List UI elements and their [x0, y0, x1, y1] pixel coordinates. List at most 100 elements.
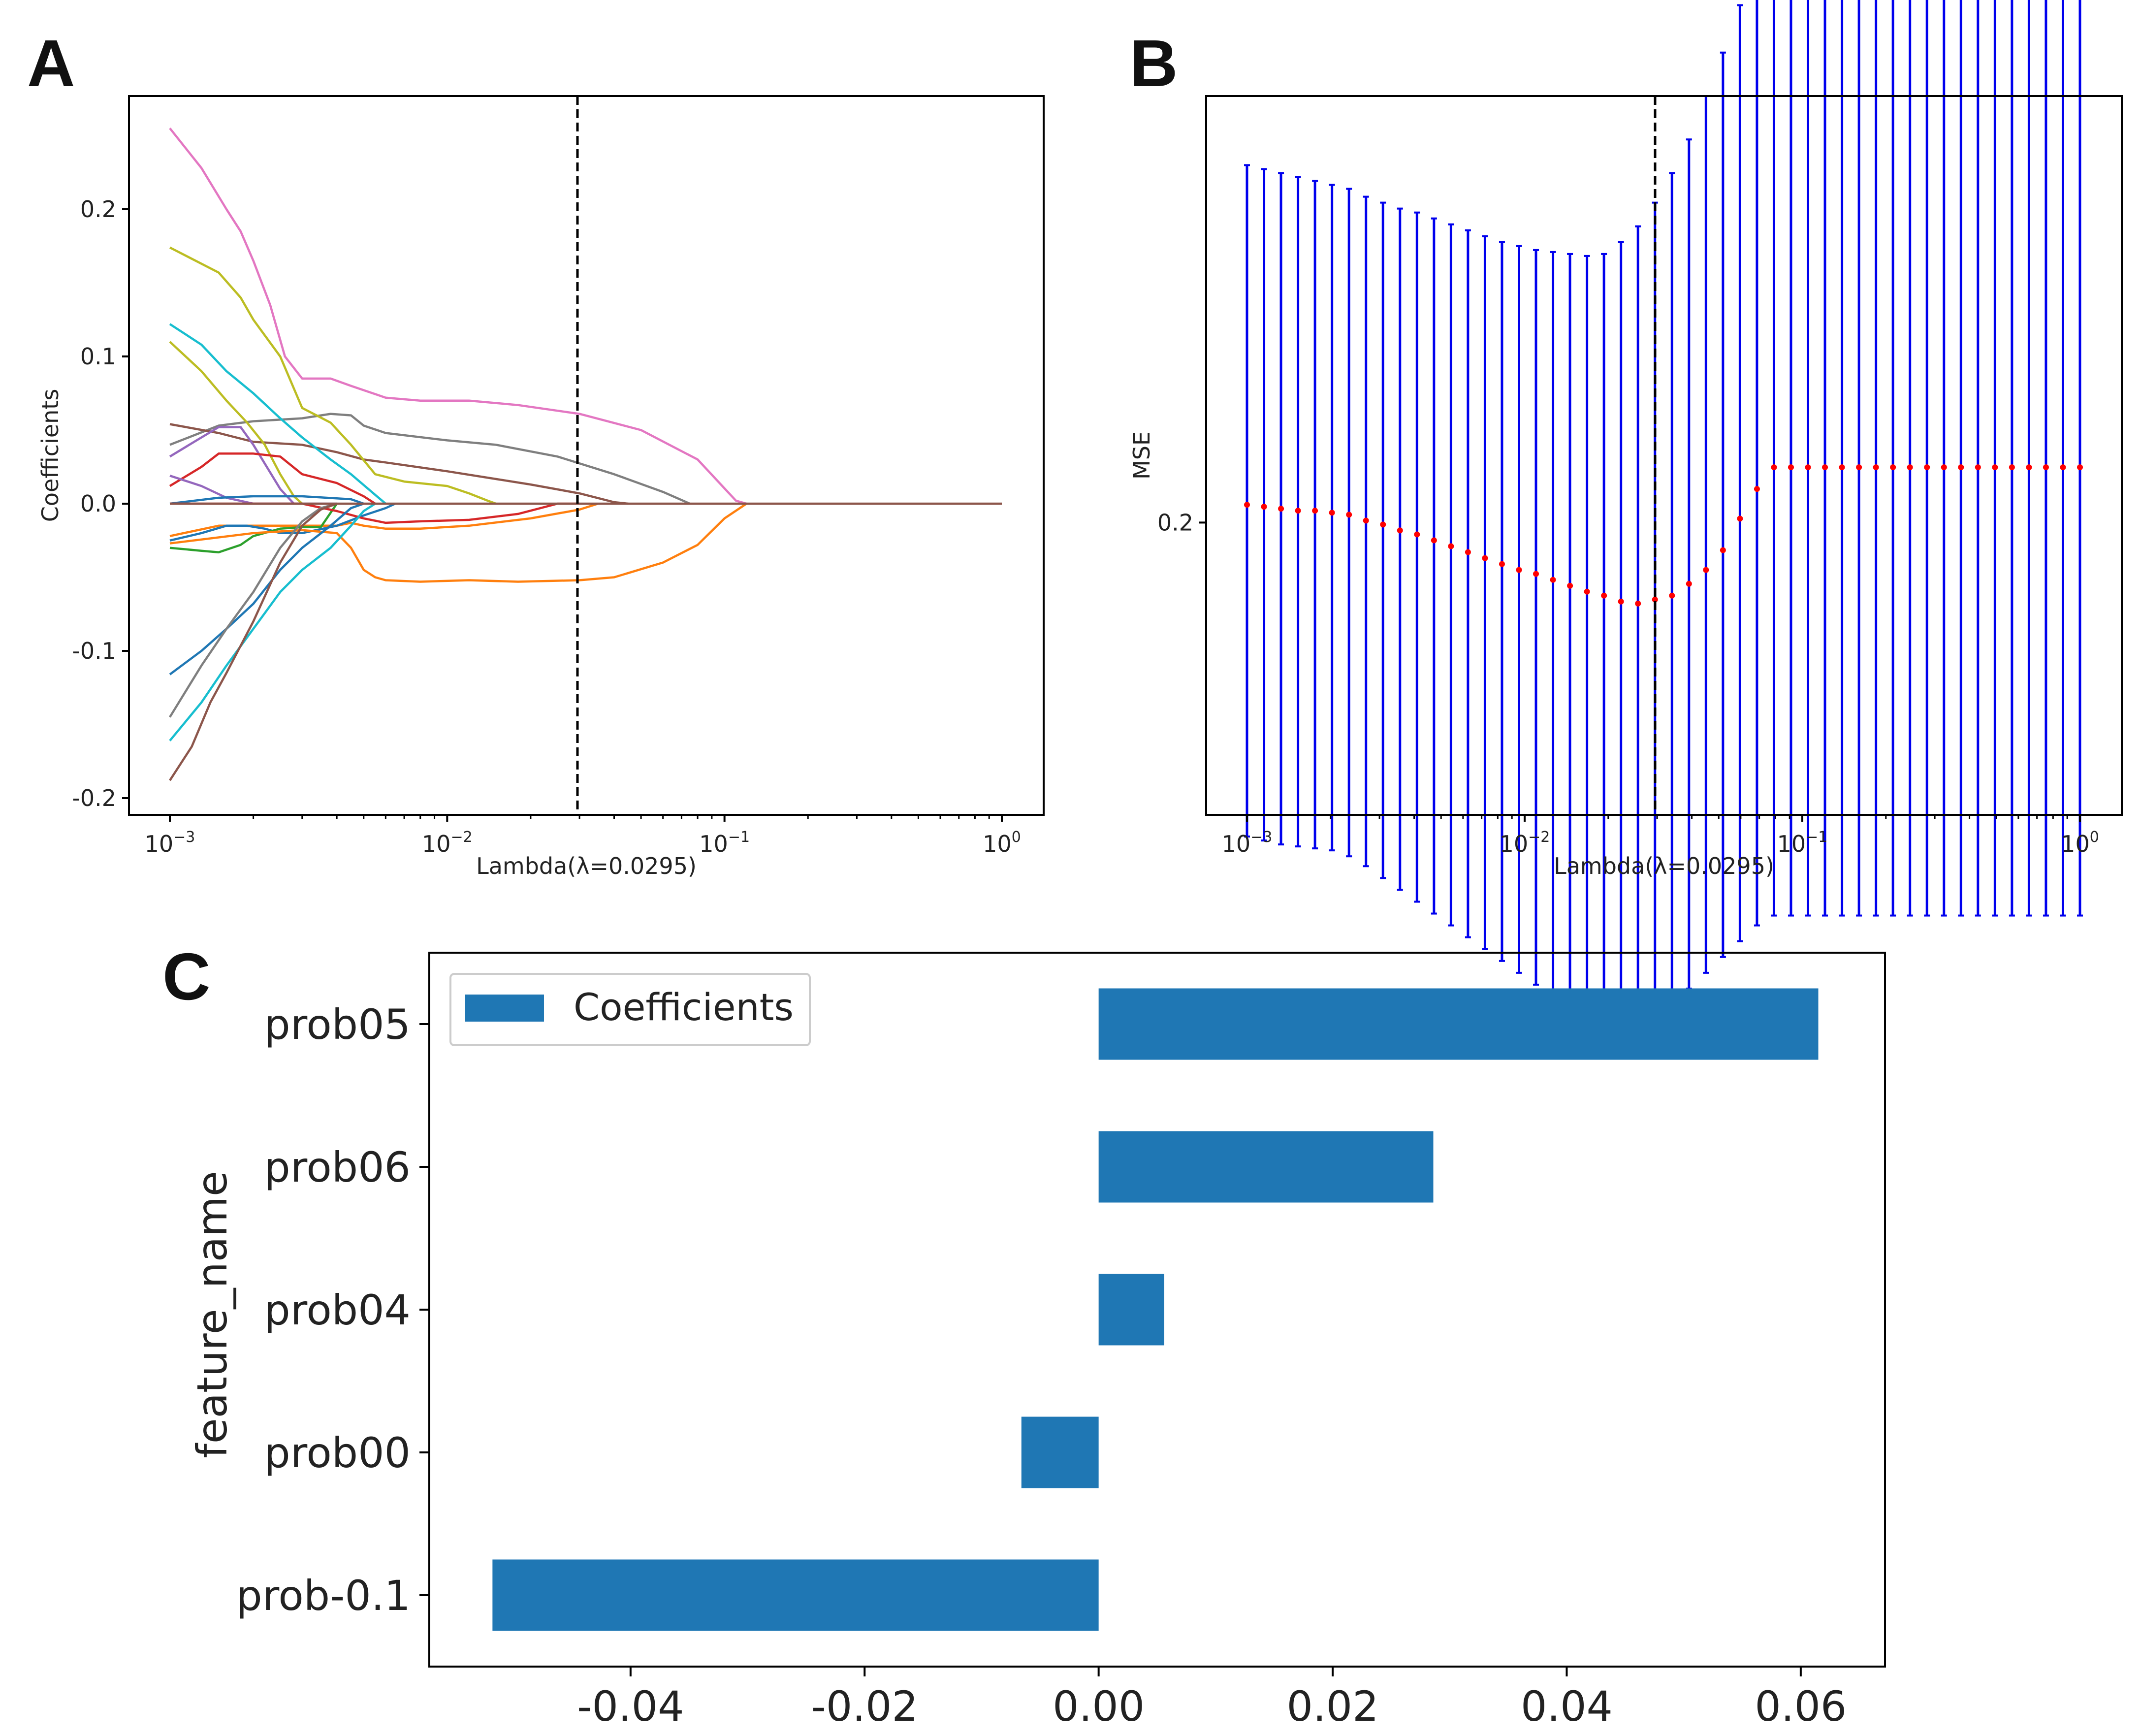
mse-point: [1720, 547, 1726, 553]
x-tick-label: 10−2: [422, 829, 473, 857]
legend-box: [449, 973, 811, 1046]
coefficient-path: [169, 341, 303, 505]
category-label: prob00: [264, 1429, 411, 1477]
mse-point: [1618, 598, 1624, 605]
category-label: prob05: [264, 1000, 411, 1049]
mse-point: [1822, 464, 1828, 471]
x-tick-label: 100: [983, 829, 1021, 857]
mse-point: [1261, 504, 1267, 510]
panel-letter-b: B: [1130, 26, 1178, 100]
coefficient-bar: [1098, 1274, 1164, 1346]
mse-point: [1465, 549, 1471, 555]
mse-point: [1312, 508, 1318, 514]
panel-letter-c: C: [162, 939, 211, 1014]
mse-point: [1958, 464, 1964, 471]
mse-point: [1431, 537, 1437, 544]
mse-point: [1754, 486, 1760, 492]
panel-b-ticks: 0.2 10−3 10−2 10−1 100: [1157, 509, 2099, 857]
x-tick-label: -0.02: [811, 1682, 918, 1731]
category-label: prob06: [264, 1143, 411, 1191]
y-tick-label: 0.2: [80, 196, 116, 223]
y-tick-label: -0.2: [72, 785, 116, 811]
coefficient-path: [170, 502, 580, 524]
panel-c-ticks: prob05 prob06 prob04 prob00 prob-0.1 -0.04 -0.…: [236, 1000, 1847, 1731]
coefficient-path: [169, 452, 376, 505]
y-tick-label: -0.1: [72, 638, 116, 664]
mse-point: [1329, 510, 1335, 516]
panel-a-frame: [128, 95, 1045, 816]
coefficient-bar: [1021, 1416, 1099, 1488]
coefficient-bar: [1098, 1131, 1434, 1203]
mse-point: [2009, 464, 2015, 471]
mse-point: [1601, 592, 1607, 599]
mse-point: [1550, 577, 1556, 583]
panel-a-coefficient-paths: 0.2 0.1 0.0 -0.1 -0.2 10−3 10−2 10−1 100 Lambda(…: [37, 95, 1045, 879]
mse-point: [1686, 580, 1692, 587]
mse-point: [1907, 464, 1913, 471]
mse-point: [1363, 517, 1369, 524]
mse-point: [1533, 571, 1539, 577]
coefficient-path: [169, 128, 747, 505]
mse-point: [1652, 596, 1658, 603]
y-tick-label: 0.0: [80, 490, 116, 517]
panel-b-frame: [1205, 95, 2123, 816]
legend-swatch: [465, 995, 544, 1022]
panel-c-ylabel: feature_name: [188, 1171, 236, 1458]
coefficient-path: [169, 423, 629, 505]
coefficient-path: [169, 413, 691, 505]
panel-b-errorbar-group: [1244, 0, 2083, 1016]
panel-a-xlabel: Lambda(λ=0.0295): [476, 853, 697, 879]
mse-point: [1567, 582, 1573, 589]
mse-point: [1584, 588, 1590, 595]
panel-a-ylabel: Coefficients: [37, 389, 64, 522]
mse-point: [1941, 464, 1947, 471]
mse-point: [2043, 464, 2049, 471]
coefficient-path: [169, 503, 376, 741]
mse-point: [1873, 464, 1879, 471]
panel-b-xlabel: Lambda(λ=0.0295): [1554, 853, 1774, 879]
mse-point: [1839, 464, 1845, 471]
x-tick-label: 0.04: [1521, 1682, 1613, 1731]
panel-a-series-group: [169, 128, 1002, 781]
category-label: prob-0.1: [236, 1572, 411, 1620]
mse-point: [1771, 464, 1777, 471]
coefficient-path: [169, 503, 747, 583]
mse-point: [1635, 600, 1641, 607]
x-tick-label: 10−1: [1777, 829, 1828, 857]
category-label: prob04: [264, 1286, 411, 1334]
mse-point: [1346, 512, 1352, 518]
mse-point: [1244, 502, 1250, 508]
mse-point: [1397, 527, 1403, 534]
panel-b-cross-validation: 0.2 10−3 10−2 10−1 100 Lambda(λ=0.0295) MSE: [1128, 0, 2123, 1016]
mse-point: [2026, 464, 2032, 471]
mse-point: [1414, 531, 1420, 538]
x-tick-label: -0.04: [577, 1682, 684, 1731]
mse-point: [1890, 464, 1896, 471]
mse-point: [1448, 543, 1454, 549]
coefficient-path: [169, 503, 338, 553]
mse-point: [1924, 464, 1930, 471]
coefficient-bar: [492, 1559, 1099, 1631]
coefficient-path: [169, 246, 497, 505]
mse-point: [1703, 567, 1709, 573]
coefficient-path: [169, 502, 337, 718]
mse-point: [1516, 567, 1522, 573]
panel-c-feature-coefficients: prob05 prob06 prob04 prob00 prob-0.1 -0.04 -0.…: [188, 952, 1886, 1731]
panel-c-frame: [428, 952, 1886, 1668]
panel-c-legend: Coefficients: [449, 973, 811, 1046]
mse-point: [1278, 506, 1284, 512]
x-tick-label: 0.02: [1287, 1682, 1379, 1731]
mse-point: [1499, 561, 1505, 567]
mse-point: [1788, 464, 1794, 471]
mse-point: [1856, 464, 1862, 471]
mse-point: [1669, 592, 1675, 599]
x-tick-label: 10−1: [699, 829, 750, 857]
legend-label: Coefficients: [574, 985, 794, 1029]
mse-point: [1295, 508, 1301, 514]
x-tick-label: 0.06: [1755, 1682, 1847, 1731]
mse-point: [1992, 464, 1998, 471]
coefficient-path: [169, 502, 364, 675]
mse-point: [1975, 464, 1981, 471]
mse-point: [2060, 464, 2066, 471]
x-tick-label: 10−3: [1222, 829, 1273, 857]
